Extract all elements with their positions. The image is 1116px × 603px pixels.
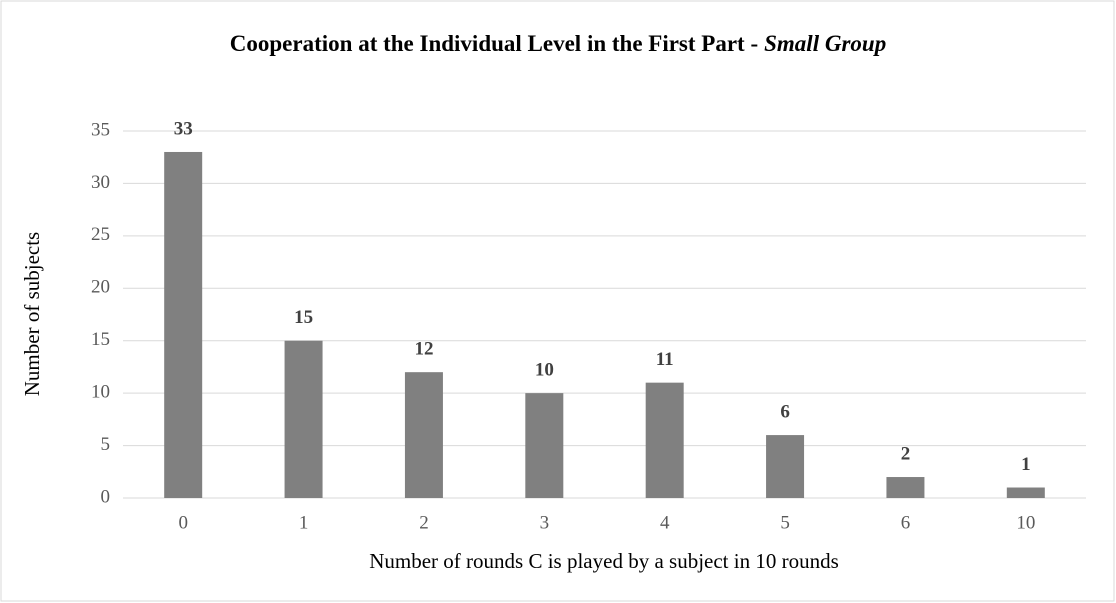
y-tick-label: 15	[91, 329, 110, 350]
y-tick-label: 0	[101, 486, 111, 507]
y-tick-label: 20	[91, 277, 110, 298]
x-axis-label: Number of rounds C is played by a subjec…	[369, 549, 839, 573]
bar	[404, 372, 443, 498]
x-tick-label: 3	[540, 512, 550, 533]
data-label: 2	[901, 443, 911, 464]
x-tick-label: 10	[1016, 512, 1035, 533]
y-tick-label: 10	[91, 382, 110, 403]
data-label: 15	[294, 307, 313, 328]
y-tick-label: 25	[91, 224, 110, 245]
x-tick-label: 4	[660, 512, 670, 533]
y-tick-label: 30	[91, 172, 110, 193]
data-label: 1	[1021, 454, 1031, 475]
bar	[645, 382, 684, 498]
x-tick-label: 2	[419, 512, 429, 533]
y-tick-label: 5	[101, 434, 111, 455]
x-tick-label: 0	[178, 512, 188, 533]
title-text: Cooperation at the Individual Level in t…	[230, 31, 758, 56]
x-tick-label: 5	[780, 512, 790, 533]
data-label: 6	[780, 401, 790, 422]
y-tick-label: 35	[91, 119, 110, 140]
bar	[766, 435, 805, 498]
bar	[164, 151, 203, 498]
bar	[284, 340, 323, 498]
data-label: 33	[174, 118, 193, 139]
data-label: 10	[535, 360, 554, 381]
x-tick-label: 6	[901, 512, 911, 533]
chart-title: Cooperation at the Individual Level in t…	[230, 31, 886, 56]
data-label: 12	[414, 339, 433, 360]
y-axis-label: Number of subjects	[20, 232, 44, 396]
x-tick-label: 1	[299, 512, 309, 533]
bar	[525, 393, 564, 498]
bar	[886, 477, 925, 498]
data-label: 11	[656, 349, 674, 370]
bar	[1006, 487, 1045, 498]
title-emphasis: Small Group	[764, 31, 886, 56]
